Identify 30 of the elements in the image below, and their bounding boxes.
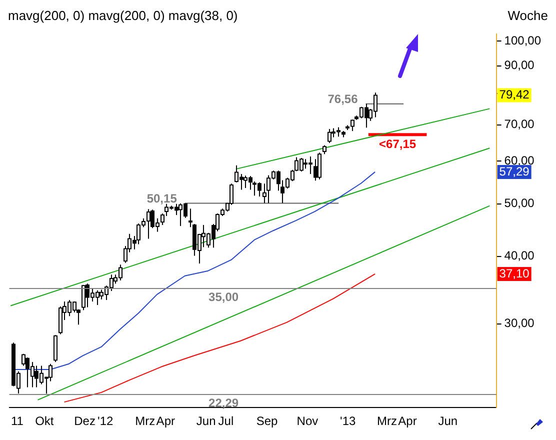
y-tick-label: 50,00: [504, 196, 535, 210]
annotation: 79,42: [499, 88, 530, 102]
x-tick-label: '13: [340, 414, 356, 428]
y-tick-label: 90,00: [504, 58, 535, 72]
x-tick-label: Sep: [256, 414, 278, 428]
x-tick-label: Jun: [438, 414, 458, 428]
x-tick-label: '12: [98, 414, 114, 428]
y-tick-label: 70,00: [504, 117, 535, 132]
y-tick-label: 40,00: [504, 248, 535, 263]
x-tick-label: Mrz: [376, 414, 397, 428]
annotation: 37,10: [499, 266, 530, 280]
annotation: 57,29: [499, 164, 530, 178]
x-tick-label: Dez: [74, 414, 96, 428]
ref-line-label: 35,00: [208, 290, 239, 304]
y-tick-label: 100,00: [504, 33, 542, 48]
text: Woche: [508, 8, 548, 24]
x-tick-label: Jun: [196, 414, 216, 428]
ref-line-label: 22,29: [208, 396, 239, 410]
x-tick-label: Apr: [156, 414, 175, 428]
chart-title: mavg(200, 0) mavg(200, 0) mavg(38, 0): [8, 8, 238, 24]
x-tick-label: Nov: [296, 414, 318, 428]
x-tick-label: Jul: [218, 414, 234, 428]
x-tick-label: Okt: [35, 414, 54, 428]
y-tick-label: 30,00: [504, 316, 535, 330]
x-tick-label: 11: [10, 414, 24, 428]
annotation: 50,15: [146, 192, 178, 206]
x-tick-label: Mrz: [135, 414, 156, 428]
x-tick-label: Apr: [398, 414, 417, 428]
annotation: 76,56: [328, 92, 358, 106]
series-label: <67,15: [379, 136, 416, 151]
